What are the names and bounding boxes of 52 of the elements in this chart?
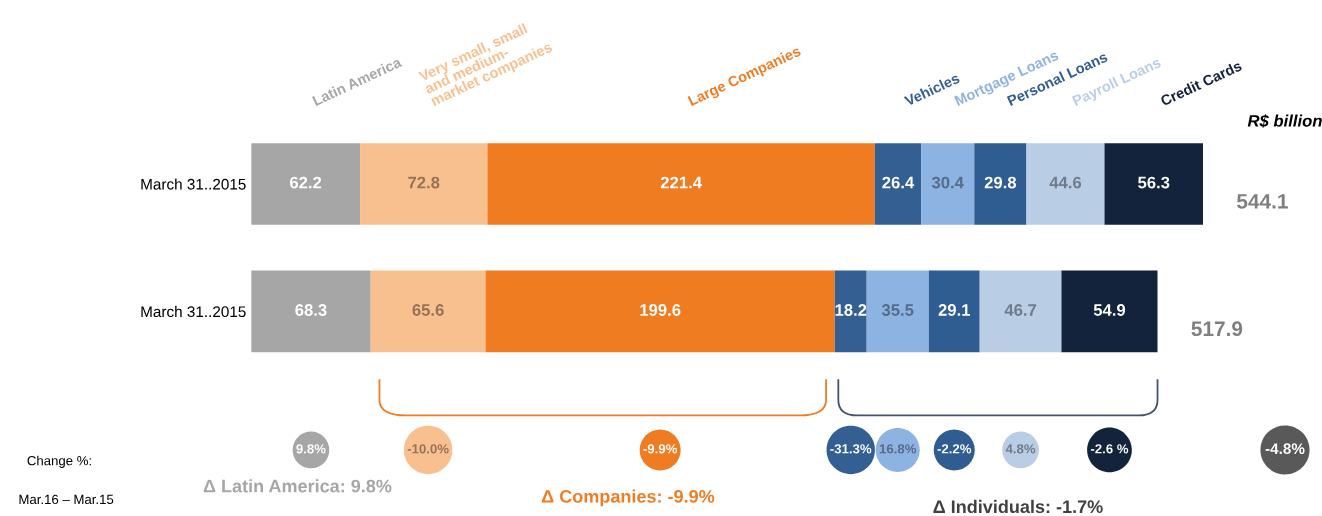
data-label: 68.3 (295, 304, 327, 316)
bar (974, 143, 1027, 225)
text: Δ Companies: -9.9% (541, 489, 715, 507)
y-tick-label: March 31..2015 (141, 305, 246, 318)
text: -4.8% (1265, 443, 1305, 455)
data-label: 62.2 (290, 176, 322, 189)
text: R$ billion (1247, 114, 1322, 128)
text: -2.6 % (1090, 444, 1129, 454)
bar (979, 270, 1062, 353)
text: -10.0% (407, 444, 449, 454)
total-label: 517.9 (1191, 321, 1243, 337)
text: Mar.16 – Mar.15 (19, 494, 114, 505)
bar (834, 270, 867, 353)
data-label: 46.7 (1004, 304, 1037, 316)
bar (1061, 270, 1158, 353)
bar (370, 270, 486, 353)
data-label: 18.2 (835, 304, 867, 316)
bar (360, 143, 488, 225)
data-label: 29.8 (984, 176, 1017, 189)
bar (1026, 143, 1105, 225)
data-label: 65.6 (412, 304, 444, 316)
total-label: 544.1 (1236, 194, 1288, 209)
text: Change %: (27, 455, 91, 468)
data-label: 221.4 (660, 176, 702, 189)
data-label: 35.5 (881, 304, 914, 316)
bar (251, 270, 371, 353)
data-label: 72.8 (408, 176, 440, 189)
text: -31.3% (830, 444, 872, 454)
text: 4.8% (1005, 444, 1036, 454)
bar (1104, 143, 1204, 225)
text: 16.8% (879, 444, 917, 454)
data-label: 29.1 (938, 304, 971, 316)
text: Δ Individuals: -1.7% (933, 499, 1103, 514)
data-label: 199.6 (640, 304, 681, 316)
data-label: 54.9 (1093, 304, 1126, 316)
bar (487, 143, 875, 225)
y-tick-label: March 31..2015 (141, 178, 246, 190)
text: -2.2% (937, 444, 972, 454)
bar (251, 143, 361, 225)
bar (485, 270, 835, 353)
text: Credit Cards (1159, 60, 1243, 107)
text: Δ Latin America: 9.8% (203, 479, 392, 493)
data-label: 44.6 (1049, 176, 1082, 189)
data-label: 26.4 (882, 176, 915, 189)
bar (928, 270, 980, 353)
data-label: 30.4 (931, 176, 964, 189)
data-label: 56.3 (1138, 176, 1170, 189)
bar (921, 143, 975, 225)
text: 9.8% (296, 444, 326, 454)
bar (874, 143, 922, 225)
bar (866, 270, 929, 353)
text: -9.9% (643, 444, 678, 454)
